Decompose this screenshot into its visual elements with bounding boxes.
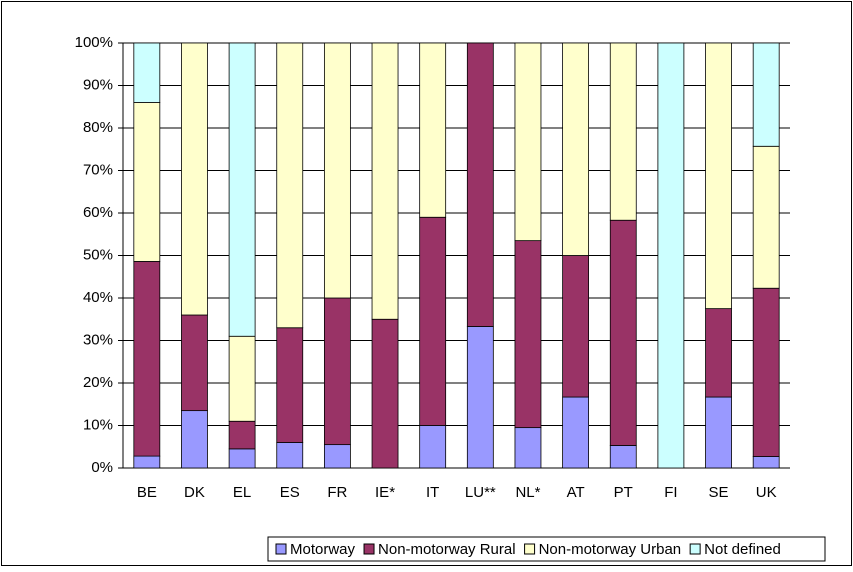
bar-segment	[466, 326, 494, 469]
x-tick-label: EL	[233, 484, 251, 501]
y-tick-label: 90%	[83, 76, 113, 93]
legend-label: Non-motorway Urban	[539, 541, 682, 558]
y-tick-label: 30%	[83, 331, 113, 348]
legend-swatch	[363, 543, 375, 555]
bar-segment	[133, 102, 161, 262]
bar-segment	[705, 396, 732, 469]
y-tick-label: 20%	[83, 374, 113, 391]
bar-segment	[609, 219, 637, 446]
x-tick-label: NL*	[515, 484, 540, 501]
bar-segment	[562, 396, 590, 469]
y-tick-label: 60%	[83, 204, 113, 221]
bar-segment	[228, 420, 256, 450]
bar-segment	[609, 445, 637, 469]
x-tick-label: FR	[327, 484, 347, 501]
bar-segment	[609, 42, 637, 221]
bar-segment	[323, 297, 351, 446]
x-tick-label: LU**	[465, 484, 496, 501]
y-tick-label: 50%	[83, 246, 113, 263]
bar-segment	[133, 455, 161, 469]
bar-segment	[419, 425, 447, 469]
bar-segment	[371, 318, 399, 469]
y-tick-label: 0%	[91, 459, 113, 476]
y-tick-label: 40%	[83, 289, 113, 306]
bar-segment	[514, 427, 542, 469]
bar-segment	[276, 42, 304, 329]
bar-segment	[276, 442, 304, 469]
legend-label: Not defined	[704, 541, 781, 558]
bar-segment	[323, 42, 351, 299]
legend-swatch	[524, 543, 536, 555]
bar-segment	[419, 216, 447, 426]
x-tick-label: DK	[184, 484, 205, 501]
x-tick-label: BE	[137, 484, 157, 501]
bar-segment	[371, 42, 399, 320]
x-tick-label: SE	[709, 484, 729, 501]
bar-segment	[419, 42, 447, 218]
x-tick-label: FI	[664, 484, 677, 501]
legend-swatch	[689, 543, 701, 555]
bar-segment	[705, 42, 732, 310]
bar-segment	[752, 287, 780, 457]
x-tick-label: ES	[280, 484, 300, 501]
bar-segment	[228, 335, 256, 422]
y-tick-label: 100%	[75, 34, 113, 51]
bar-segment	[181, 314, 208, 412]
bar-segment	[752, 42, 780, 147]
bar-segment	[133, 261, 161, 457]
legend-swatch	[275, 543, 287, 555]
x-tick-label: IT	[426, 484, 439, 501]
bar-segment	[514, 42, 542, 242]
bar-segment	[752, 456, 780, 469]
bar-segment	[562, 255, 590, 398]
y-tick-label: 10%	[83, 416, 113, 433]
bar-segment	[514, 240, 542, 429]
bar-segment	[276, 327, 304, 443]
bar-segment	[228, 42, 256, 337]
x-tick-label: UK	[756, 484, 777, 501]
x-tick-label: PT	[614, 484, 633, 501]
y-tick-label: 70%	[83, 161, 113, 178]
bar-segment	[323, 444, 351, 469]
bar-segment	[705, 308, 732, 398]
bar-segment	[562, 42, 590, 256]
legend-label: Non-motorway Rural	[378, 541, 516, 558]
bar-segment	[228, 448, 256, 469]
bar-segment	[181, 410, 208, 469]
bar-segment	[133, 42, 161, 103]
bar-segment	[181, 42, 208, 316]
bar-segment	[752, 145, 780, 289]
legend-box	[267, 536, 826, 562]
bar-segment	[657, 42, 685, 469]
x-tick-label: AT	[567, 484, 585, 501]
x-tick-label: IE*	[375, 484, 395, 501]
bar-segment	[466, 42, 494, 327]
legend-label: Motorway	[290, 541, 356, 558]
y-tick-label: 80%	[83, 119, 113, 136]
